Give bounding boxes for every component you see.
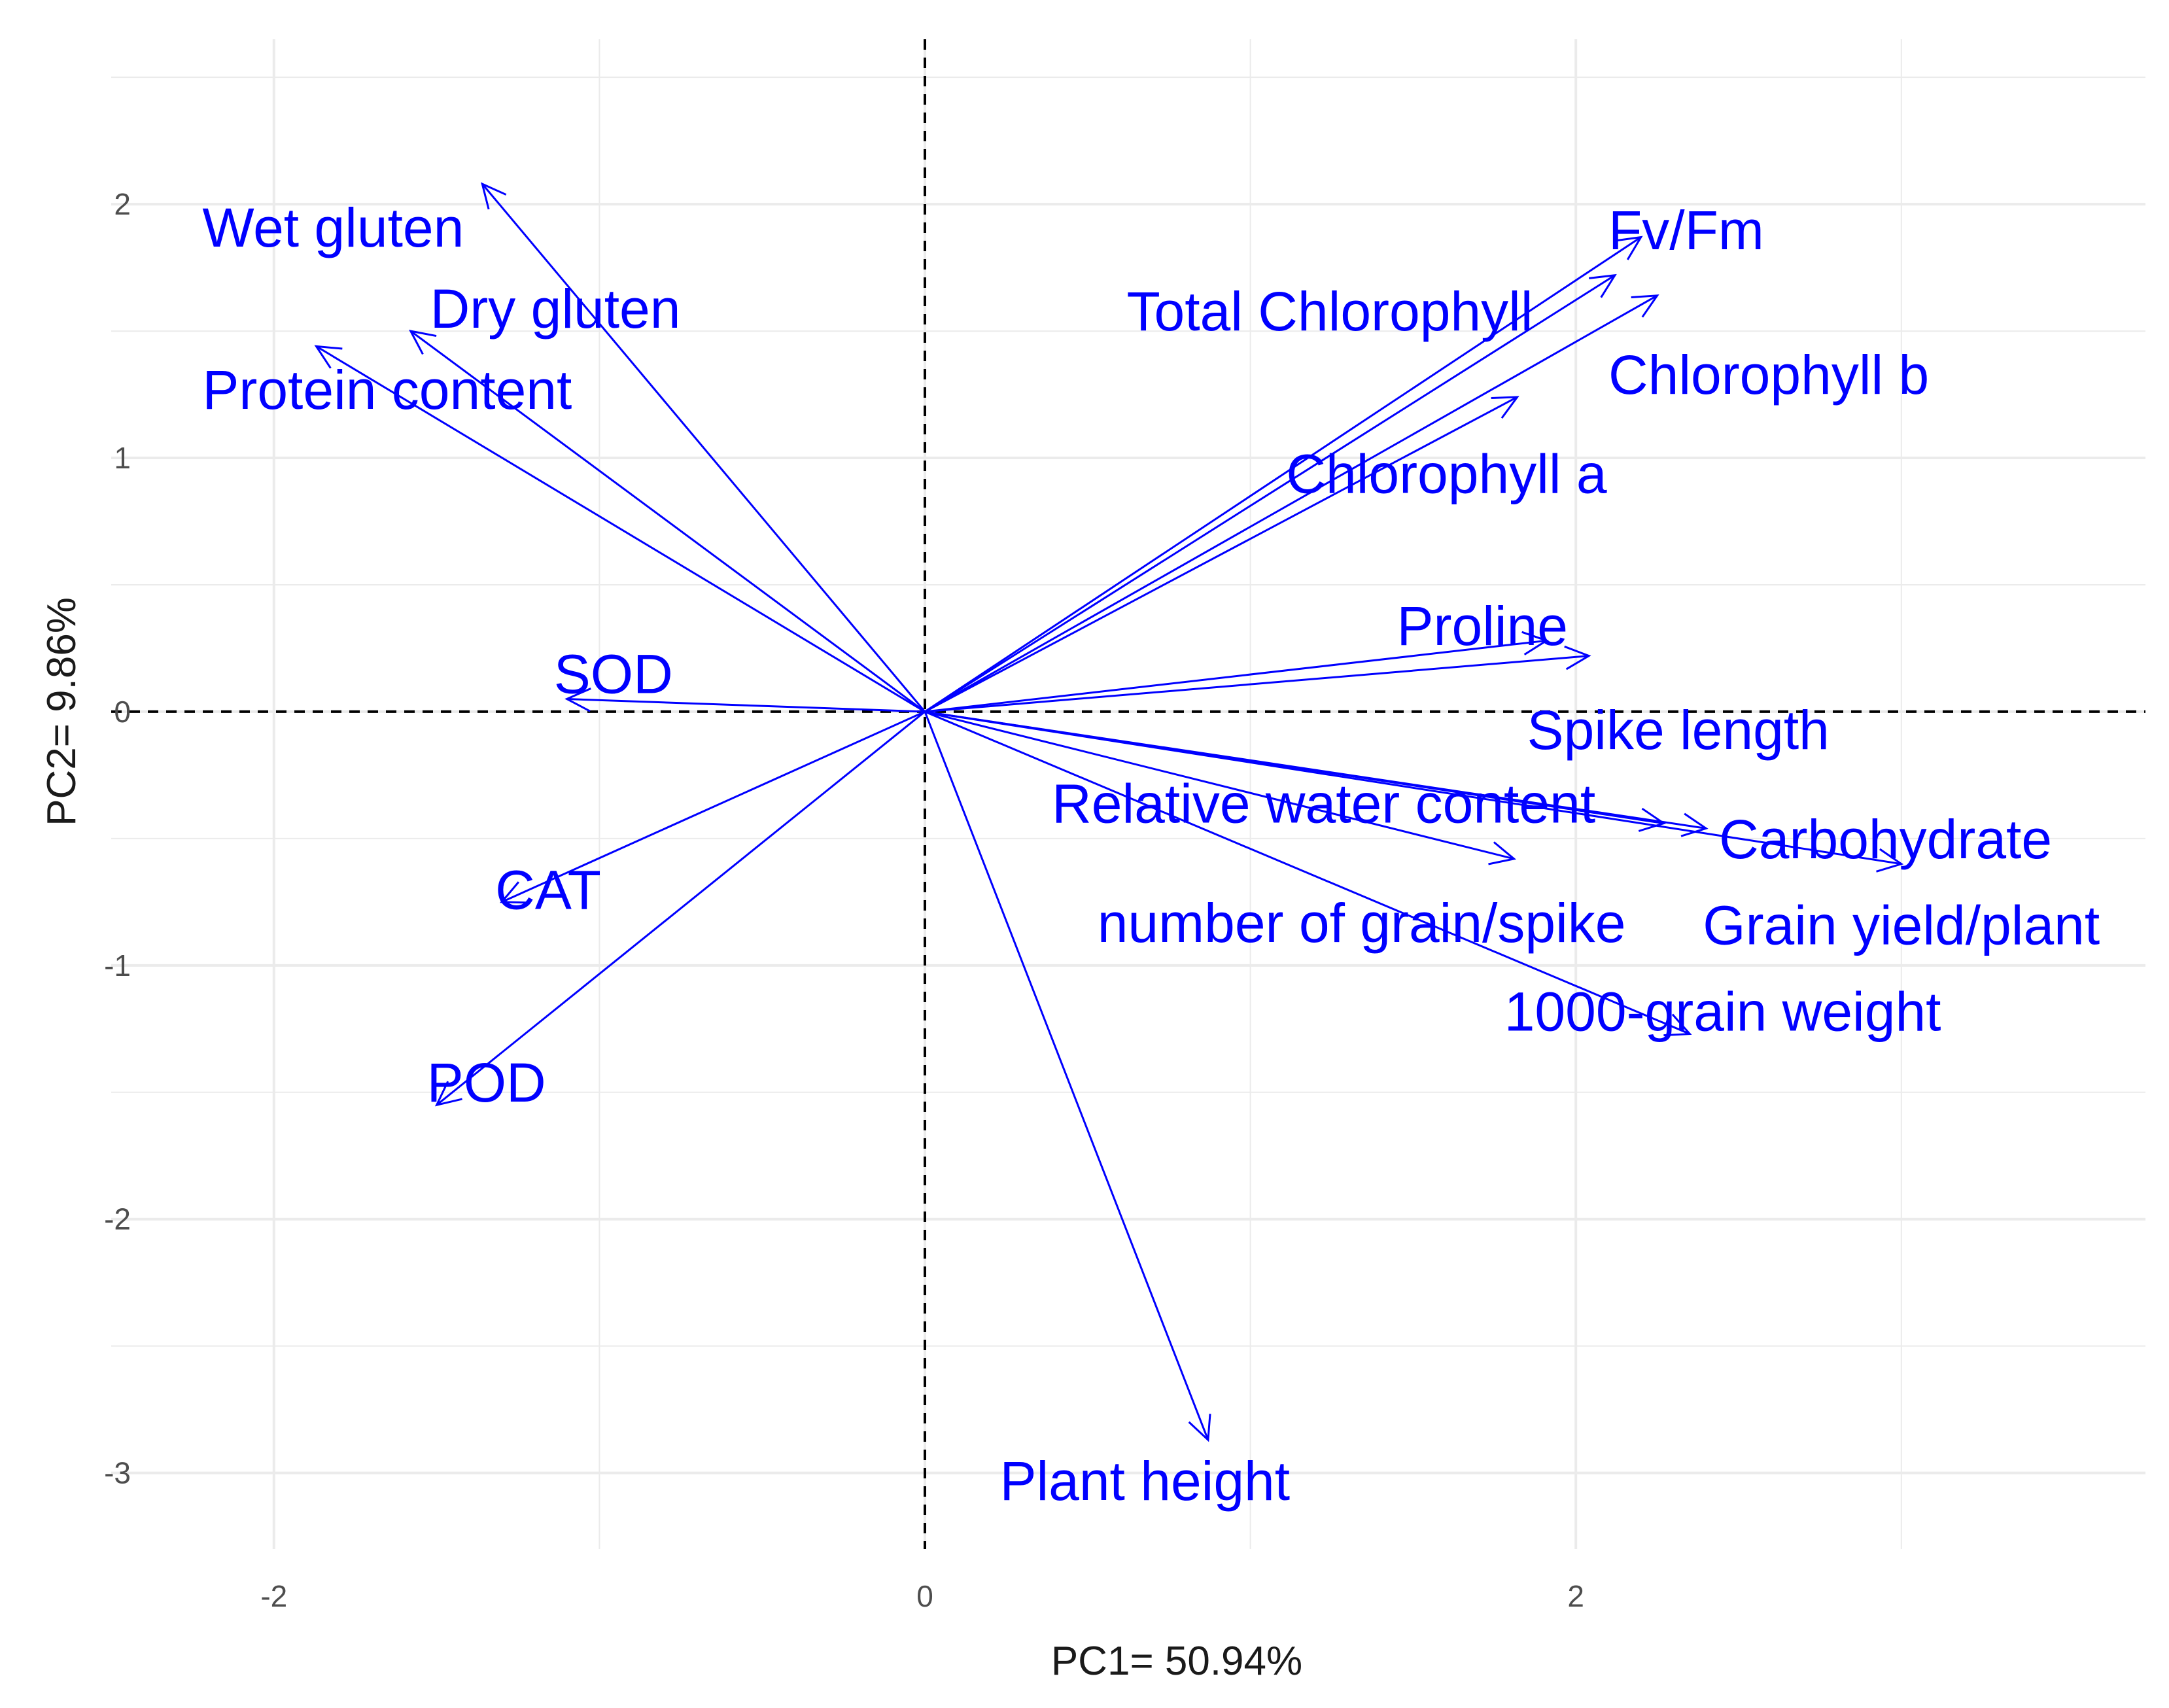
x-tick-label: -2 bbox=[260, 1579, 287, 1613]
variable-label-dry-gluten: Dry gluten bbox=[430, 278, 681, 340]
variable-label-carbohydrate: Carbohydrate bbox=[1719, 809, 2052, 870]
arrow-head bbox=[1491, 396, 1519, 419]
y-tick-label: -2 bbox=[104, 1202, 131, 1236]
variable-label-fv-fm: Fv/Fm bbox=[1608, 200, 1764, 261]
arrow-shaft bbox=[501, 710, 926, 903]
variable-label-plant-height: Plant height bbox=[999, 1450, 1290, 1512]
variable-label-proline: Proline bbox=[1397, 595, 1568, 657]
y-tick-label: -3 bbox=[104, 1456, 131, 1490]
loading-arrow-chlorophyll-b bbox=[924, 294, 1659, 713]
arrow-head bbox=[499, 881, 529, 904]
arrow-head bbox=[1876, 848, 1904, 873]
arrow-shaft bbox=[924, 236, 1642, 713]
arrow-head bbox=[1521, 631, 1549, 655]
arrow-head bbox=[1564, 645, 1591, 671]
variable-label-chlorophyll-a: Chlorophyll a bbox=[1286, 443, 1607, 504]
loading-arrow-number-of-grain-spike bbox=[924, 710, 1517, 865]
arrow-shaft bbox=[924, 655, 1589, 713]
arrow-head bbox=[1663, 1013, 1692, 1037]
arrow-head bbox=[1680, 812, 1709, 837]
loading-arrow-sod bbox=[564, 688, 926, 713]
variable-label-relative-water-content: Relative water content bbox=[1052, 773, 1595, 835]
y-tick-label: -1 bbox=[104, 949, 131, 983]
loading-arrow-plant-height bbox=[924, 711, 1211, 1442]
loading-arrow-dry-gluten bbox=[409, 330, 926, 713]
variable-label-spike-length: Spike length bbox=[1527, 699, 1830, 761]
arrow-head bbox=[481, 182, 507, 210]
y-tick-label: 0 bbox=[114, 695, 131, 729]
arrow-shaft bbox=[924, 711, 1209, 1440]
variable-label-protein-content: Protein content bbox=[202, 359, 572, 421]
loading-arrow-cat bbox=[499, 710, 926, 904]
loading-arrow-proline bbox=[924, 631, 1549, 713]
arrow-shaft bbox=[409, 330, 926, 713]
arrow-shaft bbox=[924, 710, 1902, 865]
arrow-shaft bbox=[566, 698, 926, 713]
variable-label-pod: POD bbox=[427, 1052, 546, 1113]
variable-label-1000-grain-weight: 1000-grain weight bbox=[1504, 981, 1941, 1043]
arrow-shaft bbox=[924, 710, 1515, 860]
y-axis-title: PC2= 9.86% bbox=[39, 597, 84, 826]
arrow-head bbox=[1614, 235, 1643, 260]
variable-label-sod: SOD bbox=[554, 644, 673, 705]
loading-arrows bbox=[314, 182, 1904, 1442]
y-tick-label: 1 bbox=[114, 441, 131, 475]
arrow-head bbox=[1488, 841, 1517, 865]
arrow-head bbox=[564, 688, 591, 712]
tick-labels: -2 0 2 -3 -2 -1 0 1 2 bbox=[104, 187, 1584, 1613]
arrow-shaft bbox=[924, 396, 1518, 713]
x-tick-label: 2 bbox=[1567, 1579, 1584, 1613]
loading-arrow-chlorophyll-a bbox=[924, 396, 1519, 713]
x-tick-label: 0 bbox=[916, 1579, 933, 1613]
x-axis-title: PC1= 50.94% bbox=[1051, 1639, 1302, 1684]
loading-arrow-pod bbox=[434, 710, 926, 1107]
variable-labels: Wet gluten Dry gluten Protein content SOD CA… bbox=[202, 197, 2100, 1512]
loading-arrow-total-chlorophyll bbox=[924, 273, 1617, 713]
arrow-shaft bbox=[924, 710, 1690, 1035]
loading-arrow-wet-gluten bbox=[481, 182, 926, 712]
loading-arrow-grain-yield-plant bbox=[924, 710, 1904, 873]
variable-label-wet-gluten: Wet gluten bbox=[202, 197, 464, 258]
arrow-head bbox=[1631, 294, 1659, 318]
arrow-shaft bbox=[924, 294, 1658, 713]
variable-label-cat: CAT bbox=[495, 859, 601, 920]
variable-label-grain-yield-plant: Grain yield/plant bbox=[1703, 895, 2100, 956]
loading-arrow-1000-grain-weight bbox=[924, 710, 1692, 1037]
loading-arrow-fv-fm bbox=[924, 235, 1643, 713]
arrow-shaft bbox=[481, 183, 926, 712]
arrow-head bbox=[409, 330, 437, 355]
arrow-shaft bbox=[315, 345, 926, 713]
loading-arrow-spike-length bbox=[924, 645, 1591, 713]
arrow-shaft bbox=[924, 639, 1547, 713]
variable-label-total-chlorophyll: Total Chlorophyll bbox=[1127, 281, 1533, 342]
arrow-head bbox=[1589, 273, 1617, 298]
reference-lines bbox=[111, 39, 2145, 1549]
arrow-head bbox=[434, 1081, 462, 1107]
y-tick-label: 2 bbox=[114, 187, 131, 221]
arrow-head bbox=[1638, 807, 1666, 832]
loading-arrow-protein-content bbox=[314, 345, 926, 713]
arrow-head bbox=[314, 345, 343, 369]
arrow-shaft bbox=[436, 710, 926, 1106]
variable-label-chlorophyll-b: Chlorophyll b bbox=[1608, 344, 1929, 406]
variable-label-number-of-grain-spike: number of grain/spike bbox=[1098, 892, 1626, 954]
arrow-shaft bbox=[924, 274, 1616, 713]
arrow-head bbox=[1188, 1414, 1211, 1442]
